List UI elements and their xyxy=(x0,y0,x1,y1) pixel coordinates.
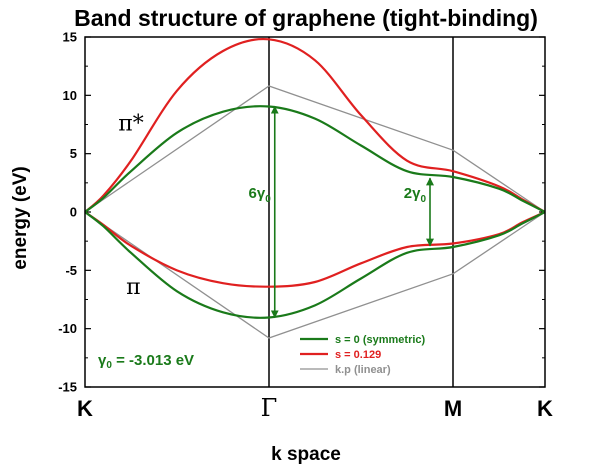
legend-entry: s = 0 (symmetric) xyxy=(335,334,426,346)
band-label-pi-star: π* xyxy=(118,112,143,137)
gamma0-annotation: γ0 = -3.013 eV xyxy=(98,352,194,371)
y-tick-label: -15 xyxy=(58,380,77,395)
band-label-pi: π xyxy=(126,275,140,300)
band-line-lower-asymmetric xyxy=(84,210,546,288)
band-line-lower-kp-linear xyxy=(84,211,546,339)
x-tick-label-gamma: Γ xyxy=(261,394,278,422)
gap-label: 2γ0 xyxy=(404,185,427,205)
y-tick-label: 0 xyxy=(70,205,77,220)
band-line-lower-symmetric xyxy=(84,211,546,319)
band-line-upper-kp-linear xyxy=(84,85,546,213)
x-tick-label-k: K xyxy=(537,396,553,421)
y-axis-label: energy (eV) xyxy=(10,166,31,269)
gap-label: 6γ0 xyxy=(249,185,272,205)
x-axis-label: k space xyxy=(271,444,341,465)
chart-title: Band structure of graphene (tight-bindin… xyxy=(74,5,538,31)
band-line-upper-symmetric xyxy=(84,105,546,213)
legend-entry: s = 0.129 xyxy=(335,349,381,361)
y-tick-label: 10 xyxy=(63,88,77,103)
band-line-upper-asymmetric xyxy=(84,37,546,213)
y-tick-label: -10 xyxy=(58,321,77,336)
legend-entry: k.p (linear) xyxy=(335,364,391,376)
y-tick-label: -5 xyxy=(65,263,77,278)
y-tick-label: 15 xyxy=(63,30,77,45)
y-tick-label: 5 xyxy=(70,146,77,161)
x-tick-label-k: K xyxy=(77,396,93,421)
plot-frame xyxy=(84,36,546,388)
x-tick-label-m: M xyxy=(444,396,462,421)
